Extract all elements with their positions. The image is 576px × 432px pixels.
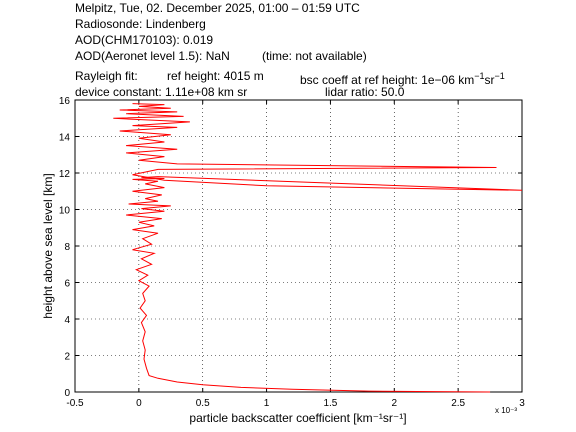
y-tick-label: 2: [64, 352, 70, 363]
lidar-ratio: lidar ratio: 50.0: [325, 85, 405, 99]
x-tick-label: 3: [519, 398, 525, 409]
aod-chm-line: AOD(CHM170103): 0.019: [75, 33, 214, 47]
y-tick-label: 6: [64, 279, 70, 290]
x-tick-label: 1.5: [323, 398, 337, 409]
rayleigh-fit-label: Rayleigh fit:: [75, 69, 138, 83]
y-tick-label: 10: [59, 206, 71, 217]
radiosonde-line: Radiosonde: Lindenberg: [75, 17, 206, 31]
axis-ticks: [74, 99, 523, 393]
x-tick-label: 0: [136, 398, 142, 409]
y-tick-label: 8: [64, 242, 70, 253]
grid-lines: [75, 100, 522, 392]
y-tick-labels: 0 2 4 6 8 10 12 14 16: [59, 96, 71, 399]
x-tick-label: 0.5: [196, 398, 210, 409]
x-tick-labels: -0.5 0 0.5 1 1.5 2 2.5 3: [66, 398, 525, 409]
aod-aeronet-time: (time: not available): [262, 49, 367, 63]
bsc-coeff-text: bsc coeff at ref height: 1e−06 km: [300, 73, 475, 87]
x-tick-label: 2: [392, 398, 398, 409]
figure-header: Melpitz, Tue, 02. December 2025, 01:00 –…: [0, 0, 576, 100]
bsc-coeff-ref: bsc coeff at ref height: 1e−06 km−1sr−1: [300, 71, 505, 87]
y-axis-label: height above sea level [km]: [41, 173, 55, 318]
device-constant: device constant: 1.11e+08 km sr: [75, 85, 248, 99]
x-axis-multiplier: x 10⁻³: [495, 406, 517, 415]
x-axis-label: particle backscatter coefficient [km⁻¹sr…: [189, 411, 406, 425]
y-tick-label: 0: [64, 388, 70, 399]
x-tick-label: 1: [264, 398, 270, 409]
y-tick-label: 12: [59, 169, 71, 180]
x-tick-label: 2.5: [451, 398, 465, 409]
y-tick-label: 14: [59, 133, 71, 144]
y-tick-label: 4: [64, 315, 70, 326]
aod-aeronet-line: AOD(Aeronet level 1.5): NaN: [75, 49, 230, 63]
backscatter-profile-line: [113, 103, 523, 393]
x-tick-label: -0.5: [66, 398, 84, 409]
y-tick-label: 16: [59, 96, 71, 107]
ref-height: ref height: 4015 m: [167, 69, 264, 83]
title-line: Melpitz, Tue, 02. December 2025, 01:00 –…: [75, 1, 360, 15]
